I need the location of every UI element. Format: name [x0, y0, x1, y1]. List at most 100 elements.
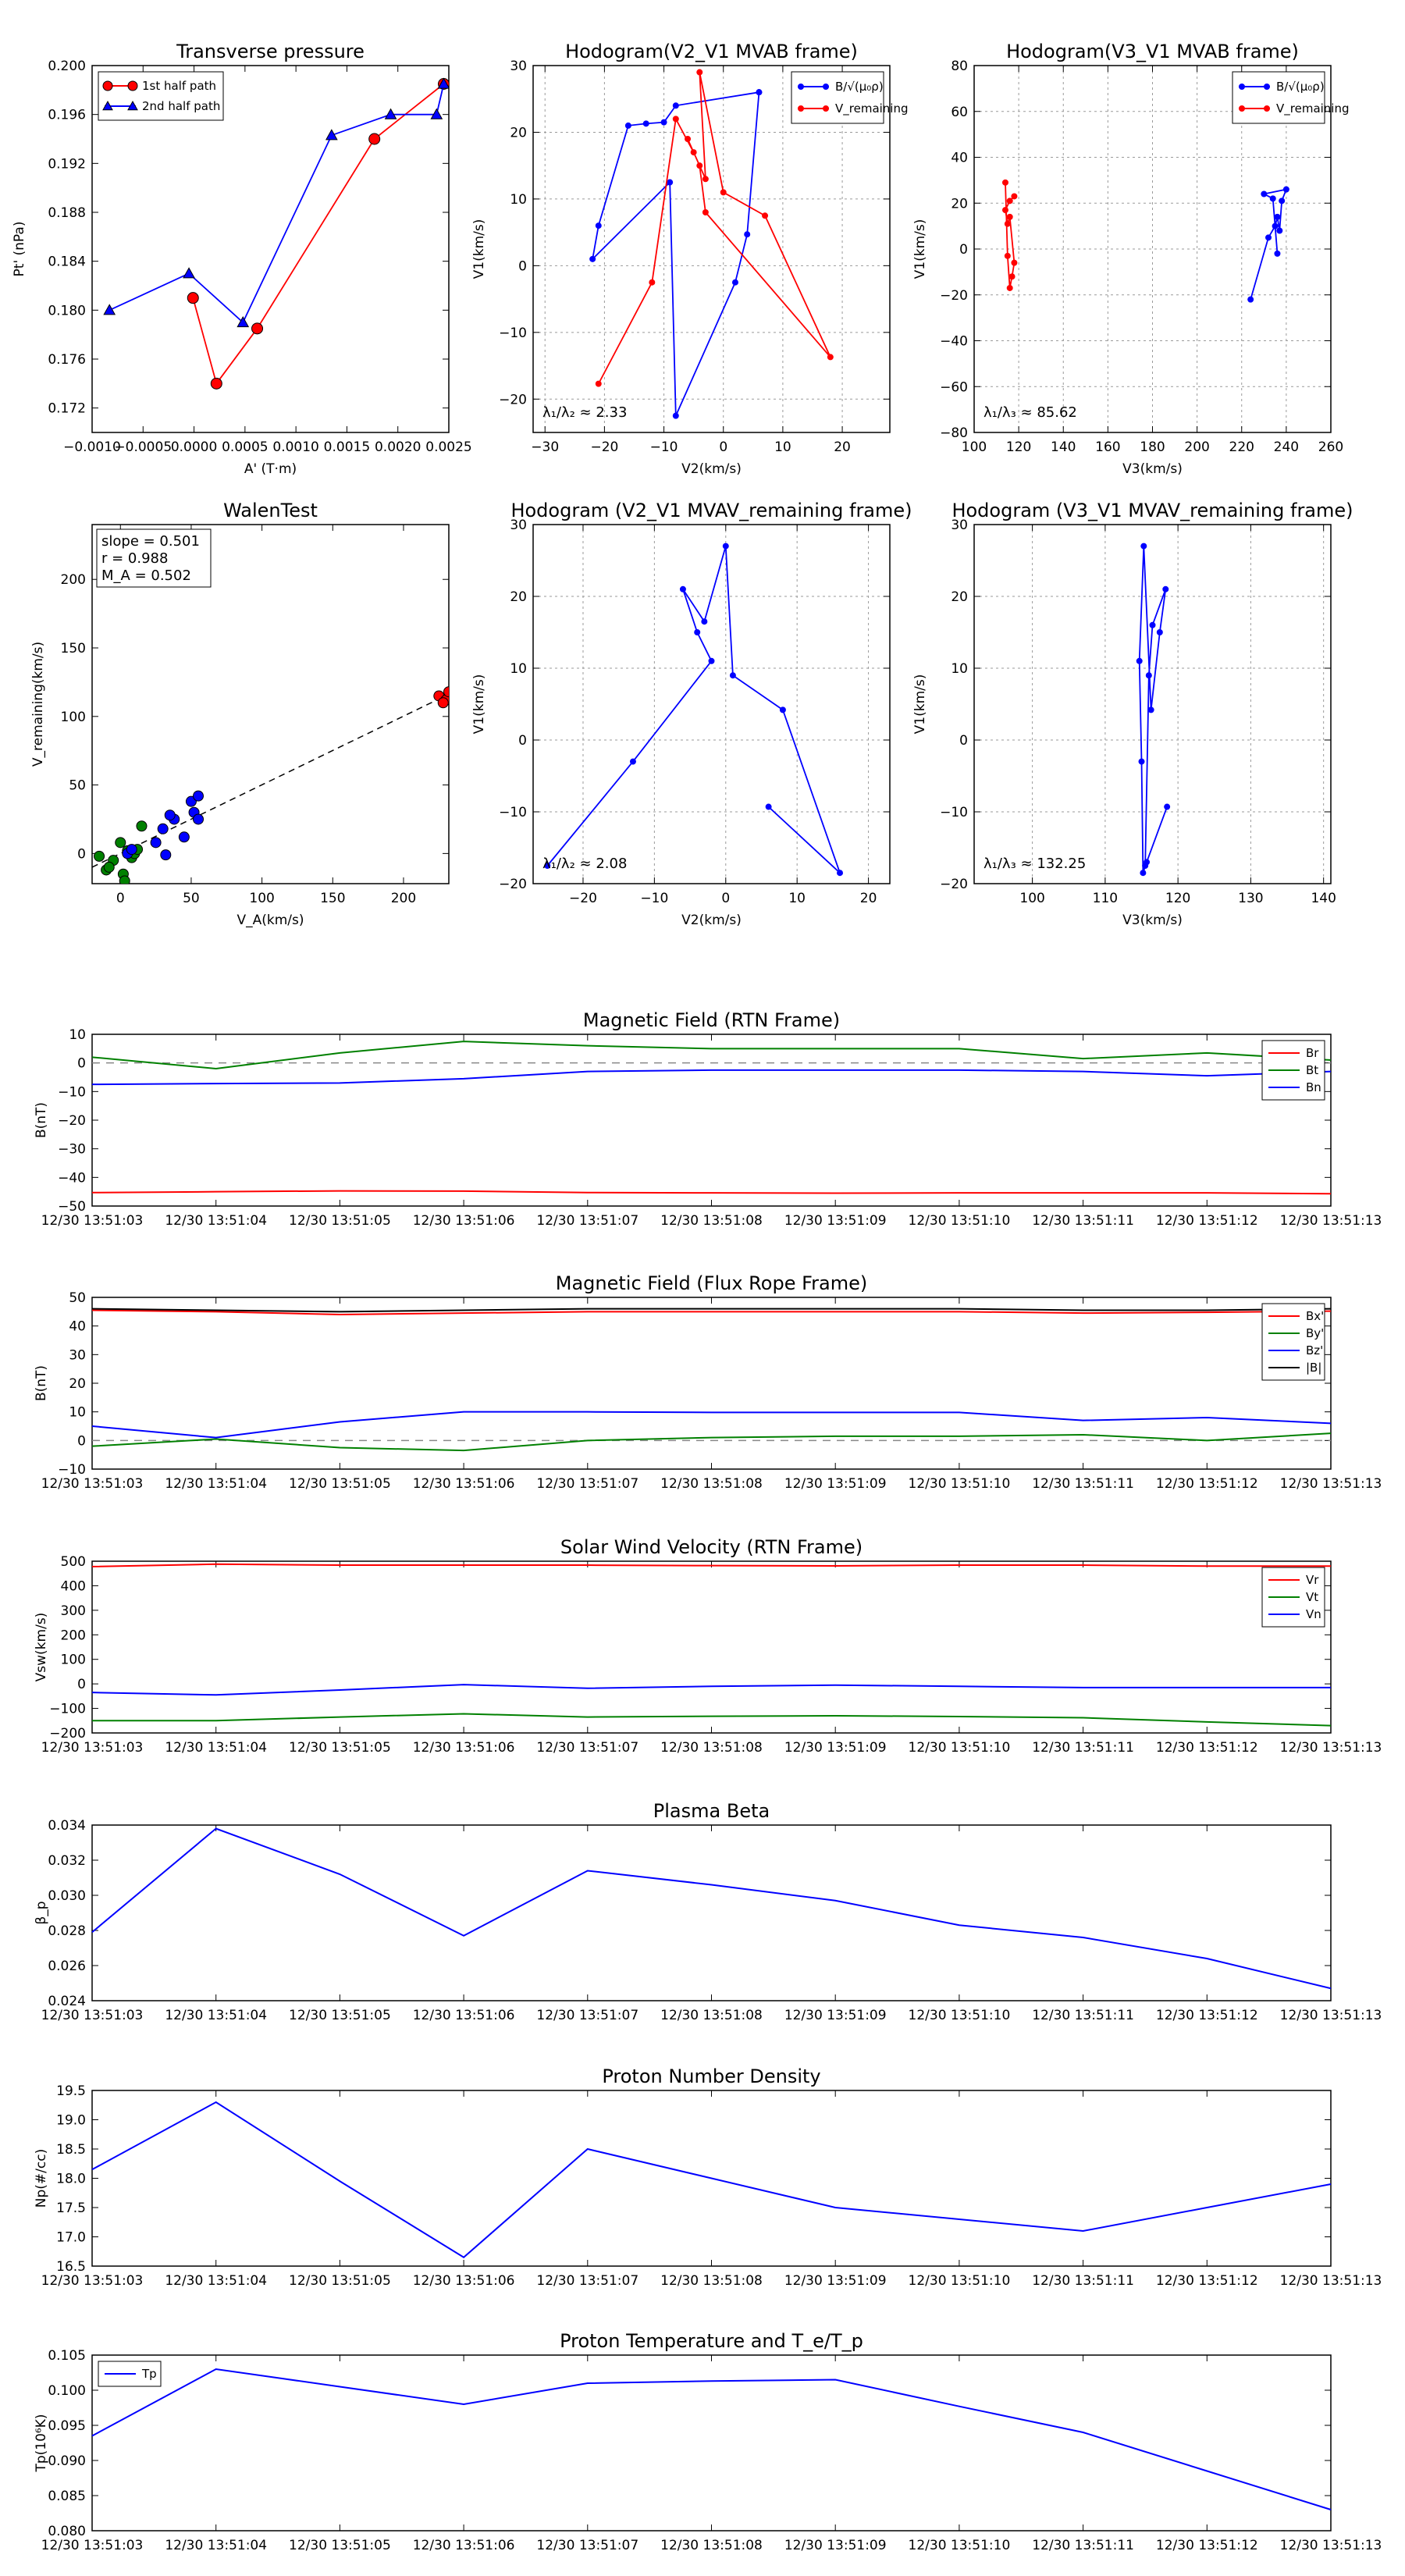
x-tick-label: 12/30 13:51:03 — [41, 1213, 144, 1229]
data-point — [756, 89, 763, 96]
data-point — [827, 354, 834, 361]
data-point — [765, 803, 772, 810]
y-tick-label: 0.176 — [48, 352, 86, 368]
x-tick-label: 12/30 13:51:05 — [289, 2538, 391, 2553]
x-tick-label: 12/30 13:51:04 — [165, 1740, 267, 1756]
legend-label: B/√(μ₀ρ) — [1276, 80, 1325, 94]
y-tick-label: 0.080 — [48, 2524, 86, 2539]
data-point — [430, 108, 443, 119]
x-tick-label: 12/30 13:51:03 — [41, 2273, 144, 2289]
data-point — [708, 657, 715, 664]
chart-title: Proton Temperature and T_e/T_p — [560, 2330, 863, 2352]
data-point — [595, 380, 602, 387]
legend: Bx' By' Bz' |B| — [1261, 1303, 1325, 1381]
data-point — [798, 84, 804, 90]
x-tick-label: 12/30 13:51:08 — [660, 2538, 763, 2553]
x-tick-label: 12/30 13:51:06 — [413, 2538, 515, 2553]
data-point — [1011, 193, 1018, 200]
data-point — [1149, 621, 1156, 628]
data-point — [193, 813, 205, 825]
y-axis-label: Tp(10⁶K) — [34, 2414, 49, 2472]
data-point — [1162, 585, 1169, 592]
data-point — [437, 77, 449, 89]
x-tick-label: −20 — [590, 439, 618, 455]
plot-frame — [973, 65, 1332, 433]
y-axis-label: B(nT) — [34, 1365, 49, 1401]
x-tick-label: 12/30 13:51:12 — [1156, 2008, 1258, 2023]
legend-label: 2nd half path — [142, 99, 220, 113]
data-point — [1265, 234, 1272, 241]
series-2nd half path — [103, 77, 449, 328]
x-tick-label: 12/30 13:51:05 — [289, 2008, 391, 2023]
legend-label: Vt — [1306, 1590, 1318, 1604]
x-tick-label: 12/30 13:51:04 — [165, 1476, 267, 1492]
x-tick-label: 12/30 13:51:09 — [784, 2273, 887, 2289]
data-point — [1239, 84, 1245, 90]
x-tick-label: 200 — [1184, 439, 1209, 455]
data-point — [126, 844, 137, 856]
series-line — [192, 83, 445, 386]
y-tick-label: 0 — [518, 733, 527, 749]
y-tick-label: 19.5 — [56, 2083, 86, 2099]
x-tick-label: 12/30 13:51:11 — [1032, 2273, 1134, 2289]
y-tick-label: 0.028 — [48, 1923, 86, 1939]
legend-label: Bn — [1306, 1080, 1321, 1094]
data-point — [1006, 213, 1013, 220]
data-point — [762, 212, 769, 219]
data-point — [237, 315, 250, 328]
x-tick-label: 12/30 13:51:09 — [784, 2538, 887, 2553]
data-point — [642, 120, 649, 127]
y-tick-label: 40 — [951, 151, 968, 166]
y-tick-label: 0.184 — [48, 254, 86, 270]
y-tick-label: 10 — [69, 1027, 86, 1043]
legend: B/√(μ₀ρ) V_remaining — [791, 71, 909, 124]
x-tick-label: 0.0005 — [222, 439, 268, 455]
y-tick-label: −40 — [940, 334, 968, 350]
series-green — [94, 820, 148, 884]
x-tick-label: 12/30 13:51:12 — [1156, 1213, 1258, 1229]
data-point — [251, 322, 264, 335]
y-tick-label: 16.5 — [56, 2259, 86, 2275]
series-line-Bz' — [91, 1411, 1332, 1439]
y-tick-label: 40 — [69, 1319, 86, 1335]
y-tick-label: −20 — [940, 877, 968, 892]
x-axis-label: V3(km/s) — [1122, 913, 1183, 928]
data-point — [696, 162, 703, 169]
y-axis-label: B(nT) — [34, 1102, 49, 1138]
legend-label: 1st half path — [142, 79, 216, 93]
x-tick-label: 260 — [1318, 439, 1343, 455]
y-tick-label: 0.180 — [48, 303, 86, 318]
y-tick-label: 0.024 — [48, 1994, 86, 2009]
y-tick-label: 0.192 — [48, 156, 86, 172]
data-point — [1006, 197, 1013, 205]
y-tick-label: −20 — [499, 877, 527, 892]
y-tick-label: 60 — [951, 105, 968, 120]
chart-title: Plasma Beta — [653, 1800, 770, 1822]
series-line-Tp — [91, 2368, 1332, 2510]
y-tick-label: 0 — [77, 1056, 86, 1072]
data-point — [384, 108, 397, 119]
plot-frame — [91, 2090, 1332, 2267]
data-point — [127, 80, 138, 91]
data-point — [325, 129, 338, 141]
x-axis-label: V3(km/s) — [1122, 461, 1183, 477]
legend-label: By' — [1306, 1326, 1324, 1340]
x-tick-label: 50 — [183, 891, 200, 906]
plot-frame — [532, 65, 891, 433]
chart-title: Hodogram (V3_V1 MVAV_remaining frame) — [951, 500, 1353, 521]
x-tick-label: 12/30 13:51:07 — [536, 1213, 638, 1229]
x-tick-label: 140 — [1051, 439, 1076, 455]
data-point — [1006, 284, 1013, 291]
plot-area — [1136, 543, 1171, 877]
ratio-annotation: λ₁/λ₃ ≈ 85.62 — [984, 404, 1077, 421]
data-point — [178, 831, 190, 843]
y-tick-label: −80 — [940, 425, 968, 441]
x-tick-label: −30 — [531, 439, 559, 455]
x-tick-label: 12/30 13:51:05 — [289, 2273, 391, 2289]
data-point — [136, 820, 148, 832]
stats-line: M_A = 0.502 — [101, 568, 191, 584]
legend-box — [791, 71, 884, 124]
x-tick-label: 0 — [116, 891, 125, 906]
